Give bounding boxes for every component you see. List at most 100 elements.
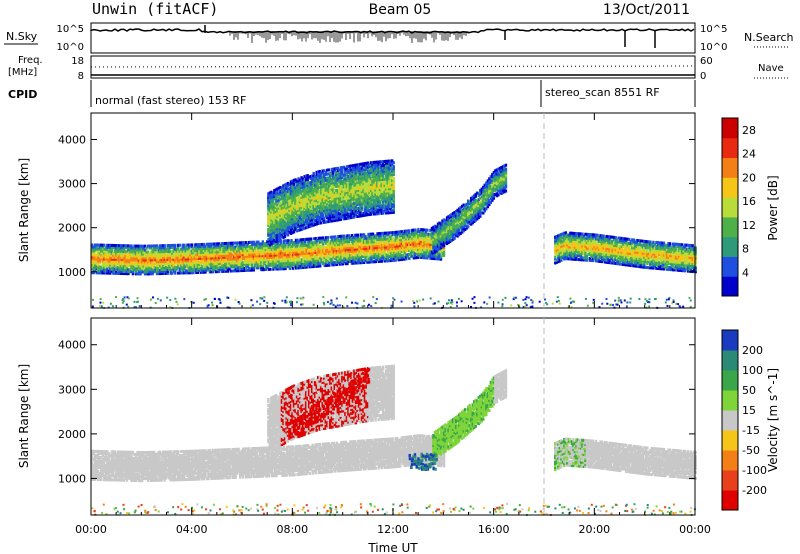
- power-echo-cell: [187, 253, 191, 257]
- power-echo-cell: [94, 245, 97, 249]
- power-echo-cell: [373, 244, 376, 248]
- power-echo-cell: [350, 251, 354, 255]
- power-echo-cell: [242, 243, 245, 247]
- power-echo-cell: [101, 245, 104, 249]
- power-echo-cell: [234, 255, 237, 259]
- power-echo-cell: [331, 257, 334, 261]
- power-echo-cell: [297, 254, 301, 258]
- power-echo-cell: [335, 245, 339, 249]
- power-echo-cell: [376, 232, 379, 236]
- power-echo-cell: [192, 271, 195, 275]
- power-echo-cell: [118, 246, 121, 250]
- power-echo-cell: [234, 263, 237, 267]
- power-echo-cell: [300, 252, 304, 256]
- power-echo-cell: [311, 259, 314, 263]
- power-echo-cell: [128, 246, 132, 250]
- power-echo-cell: [276, 253, 280, 257]
- power-echo-cell: [368, 236, 372, 240]
- power-echo-cell: [299, 258, 302, 262]
- power-echo-cell: [235, 255, 239, 259]
- power-echo-cell: [190, 271, 194, 275]
- power-echo-cell: [391, 258, 394, 262]
- power-echo-cell: [261, 262, 265, 266]
- power-echo-cell: [184, 245, 188, 249]
- power-echo-cell: [391, 243, 394, 247]
- power-echo-cell: [251, 248, 254, 252]
- power-echo-cell: [163, 244, 166, 248]
- power-echo-cell: [405, 243, 408, 247]
- power-echo-cell: [394, 234, 397, 238]
- power-echo-cell: [161, 244, 165, 248]
- power-echo-cell: [190, 255, 194, 259]
- power-echo-cell: [306, 259, 310, 263]
- power-echo-cell: [337, 239, 340, 243]
- power-echo-cell: [329, 241, 332, 245]
- power-echo-cell: [183, 271, 186, 275]
- power-echo-cell: [92, 253, 95, 257]
- power-echo-cell: [92, 259, 95, 263]
- power-echo-cell: [276, 259, 280, 263]
- power-echo-cell: [201, 244, 204, 248]
- power-echo-cell: [356, 259, 360, 263]
- power-echo-cell: [287, 265, 290, 269]
- power-echo-cell: [325, 236, 328, 240]
- power-echo-cell: [121, 250, 124, 254]
- power-echo-cell: [199, 268, 203, 272]
- power-echo-cell: [186, 253, 189, 257]
- power-echo-cell: [350, 249, 354, 253]
- power-echo-cell: [279, 247, 283, 251]
- power-echo-cell: [296, 256, 299, 260]
- power-echo-cell: [343, 246, 346, 250]
- power-echo-cell: [175, 257, 178, 261]
- power-echo-cell: [128, 256, 132, 260]
- power-echo-cell: [183, 265, 186, 269]
- power-echo-cell: [184, 257, 188, 261]
- power-echo-cell: [300, 262, 304, 266]
- power-echo-cell: [309, 239, 313, 243]
- power-echo-cell: [272, 257, 275, 261]
- power-echo-cell: [284, 259, 287, 263]
- power-echo-cell: [270, 251, 274, 255]
- power-echo-cell: [312, 245, 316, 249]
- power-echo-cell: [402, 249, 405, 253]
- power-echo-cell: [399, 254, 402, 258]
- power-echo-cell: [145, 272, 148, 276]
- power-echo-cell: [181, 245, 184, 249]
- power-echo-cell: [134, 246, 138, 250]
- power-echo-cell: [207, 254, 210, 258]
- power-echo-cell: [399, 234, 402, 238]
- power-echo-cell: [112, 265, 115, 269]
- power-echo-cell: [391, 249, 394, 253]
- power-echo-cell: [260, 256, 263, 260]
- power-echo-cell: [142, 250, 145, 254]
- power-echo-cell: [139, 260, 142, 264]
- power-echo-cell: [314, 260, 317, 264]
- power-echo-cell: [94, 257, 97, 261]
- power-echo-cell: [337, 246, 340, 250]
- power-echo-cell: [211, 250, 215, 254]
- power-echo-cell: [125, 268, 129, 272]
- power-echo-cell: [403, 231, 406, 235]
- power-echo-cell: [299, 244, 302, 248]
- power-echoes: [91, 159, 697, 309]
- power-echo-cell: [199, 252, 203, 256]
- power-echo-cell: [300, 246, 304, 250]
- power-echo-cell: [131, 260, 135, 264]
- power-echo-cell: [349, 236, 352, 240]
- power-echo-cell: [393, 254, 396, 258]
- power-echo-cell: [133, 256, 136, 260]
- power-echo-cell: [143, 254, 147, 258]
- power-echo-cell: [303, 255, 307, 259]
- power-echo-cell: [306, 261, 310, 265]
- power-echo-cell: [97, 251, 100, 255]
- power-echo-cell: [374, 242, 378, 246]
- power-echo-cell: [172, 255, 175, 259]
- power-echo-cell: [315, 252, 319, 256]
- power-echo-cell: [359, 237, 363, 241]
- power-echo-cell: [143, 264, 147, 268]
- power-echo-cell: [371, 252, 375, 256]
- power-echo-cell: [302, 244, 305, 248]
- power-echo-cell: [208, 264, 212, 268]
- power-echo-cell: [172, 247, 175, 251]
- power-echo-cell: [314, 239, 317, 243]
